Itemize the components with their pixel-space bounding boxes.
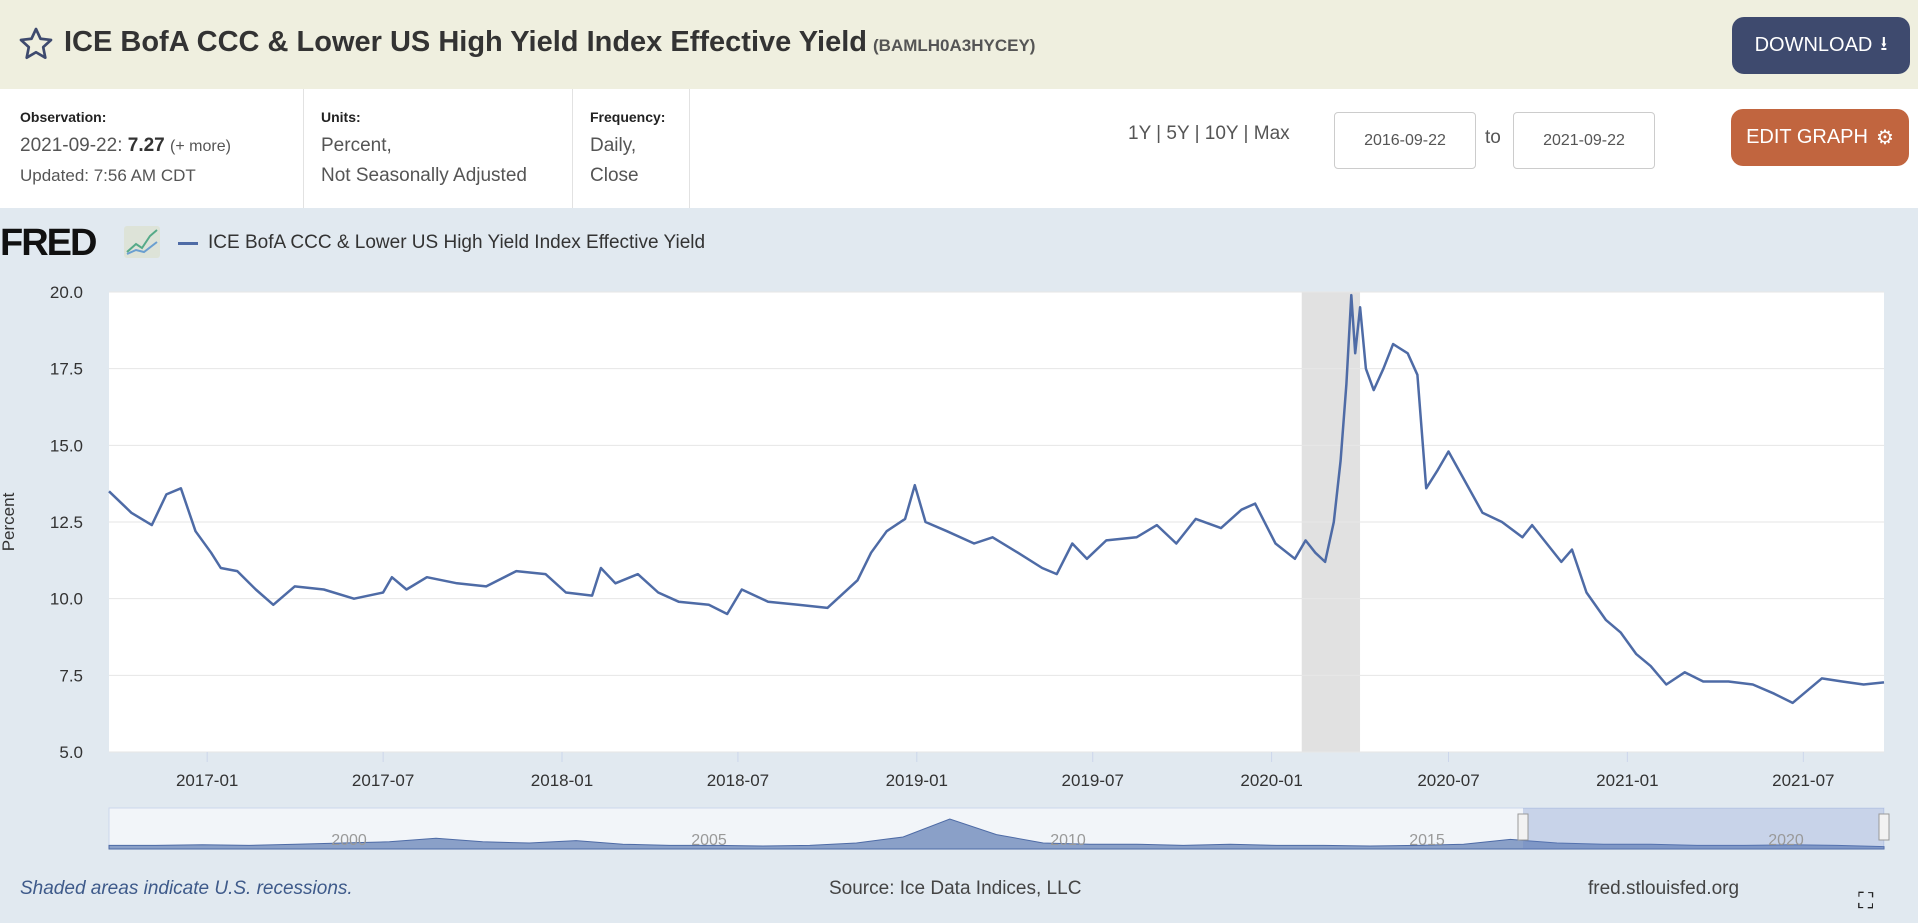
y-tick-label: 15.0 xyxy=(50,436,83,455)
y-axis-label: Percent xyxy=(0,492,18,551)
x-tick-label: 2021-01 xyxy=(1596,771,1658,790)
navigator-selection xyxy=(1523,808,1884,849)
navigator-series xyxy=(108,818,1885,850)
fred-chart-icon xyxy=(124,226,160,258)
x-tick-label: 2021-07 xyxy=(1772,771,1834,790)
units-section: Units: Percent, Not Seasonally Adjusted xyxy=(303,89,572,208)
fred-logo: FRED xyxy=(0,222,97,264)
y-tick-label: 17.5 xyxy=(50,360,83,379)
y-tick-label: 7.5 xyxy=(59,666,83,685)
x-tick-label: 2017-01 xyxy=(176,771,238,790)
fullscreen-icon[interactable]: ⛶ xyxy=(1858,888,1874,913)
y-tick-label: 12.5 xyxy=(50,513,83,532)
page-title: ICE BofA CCC & Lower US High Yield Index… xyxy=(64,26,1035,59)
series-id: (BAMLH0A3HYCEY) xyxy=(873,36,1036,55)
frequency-section: Frequency: Daily, Close xyxy=(572,89,690,208)
source-note: Source: Ice Data Indices, LLC xyxy=(829,878,1082,899)
line-chart: 5.0 7.5 10.0 12.5 15.0 17.5 20.0 2017-01 2017-07… xyxy=(0,283,1890,850)
x-tick-label: 2020-01 xyxy=(1240,771,1302,790)
site-link[interactable]: fred.stlouisfed.org xyxy=(1588,878,1740,899)
observation-date: 2021-09-22: xyxy=(20,135,123,156)
navigator-label: 2005 xyxy=(691,832,727,849)
gear-icon: ⚙ xyxy=(1875,127,1894,149)
x-tick-label: 2020-07 xyxy=(1417,771,1479,790)
edit-graph-label: EDIT GRAPH xyxy=(1746,126,1868,148)
star-icon[interactable] xyxy=(18,26,54,62)
x-tick-label: 2018-07 xyxy=(707,771,769,790)
series-line xyxy=(108,293,1885,705)
to-label: to xyxy=(1485,127,1501,148)
updated-time: Updated: 7:56 AM CDT xyxy=(20,166,196,185)
navigator-handle[interactable] xyxy=(1517,813,1529,841)
start-date-input[interactable]: 2016-09-22 xyxy=(1334,112,1476,169)
frequency-value: Daily, xyxy=(590,135,637,156)
navigator-label: 2015 xyxy=(1409,832,1445,849)
end-date-input[interactable]: 2021-09-22 xyxy=(1513,112,1655,169)
y-tick-label: 20.0 xyxy=(50,283,83,302)
units-label: Units: xyxy=(321,109,361,125)
download-icon: ⭳ xyxy=(1880,32,1888,55)
units-adjustment: Not Seasonally Adjusted xyxy=(321,165,527,186)
legend-swatch xyxy=(178,241,198,245)
download-label: DOWNLOAD xyxy=(1754,34,1873,56)
observation-label: Observation: xyxy=(20,109,107,125)
x-tick-label: 2017-07 xyxy=(352,771,414,790)
y-tick-label: 10.0 xyxy=(50,590,83,609)
chart-legend: ICE BofA CCC & Lower US High Yield Index… xyxy=(178,232,705,254)
units-value: Percent, xyxy=(321,135,392,156)
legend-label: ICE BofA CCC & Lower US High Yield Index… xyxy=(208,232,706,253)
x-tick-label: 2018-01 xyxy=(531,771,593,790)
series-header: ICE BofA CCC & Lower US High Yield Index… xyxy=(0,0,1918,89)
navigator-label: 2010 xyxy=(1050,832,1086,849)
more-link[interactable]: (+ more) xyxy=(170,138,231,155)
frequency-aggregation: Close xyxy=(590,165,639,186)
navigator-handle[interactable] xyxy=(1878,813,1890,841)
recession-note: Shaded areas indicate U.S. recessions. xyxy=(20,878,353,899)
observation-value: 7.27 xyxy=(127,135,165,156)
navigator-label: 2000 xyxy=(331,832,367,849)
download-button[interactable]: DOWNLOAD ⭳ xyxy=(1732,17,1910,74)
edit-graph-button[interactable]: EDIT GRAPH ⚙ xyxy=(1731,109,1909,166)
x-tick-label: 2019-01 xyxy=(886,771,948,790)
frequency-label: Frequency: xyxy=(590,109,666,125)
observation-section: Observation: 2021-09-22: 7.27 (+ more) U… xyxy=(0,89,303,208)
range-presets[interactable]: 1Y | 5Y | 10Y | Max xyxy=(1128,123,1290,144)
x-tick-label: 2019-07 xyxy=(1062,771,1124,790)
series-title: ICE BofA CCC & Lower US High Yield Index… xyxy=(64,26,868,58)
y-tick-label: 5.0 xyxy=(59,743,83,762)
navigator-label: 2020 xyxy=(1768,832,1804,849)
